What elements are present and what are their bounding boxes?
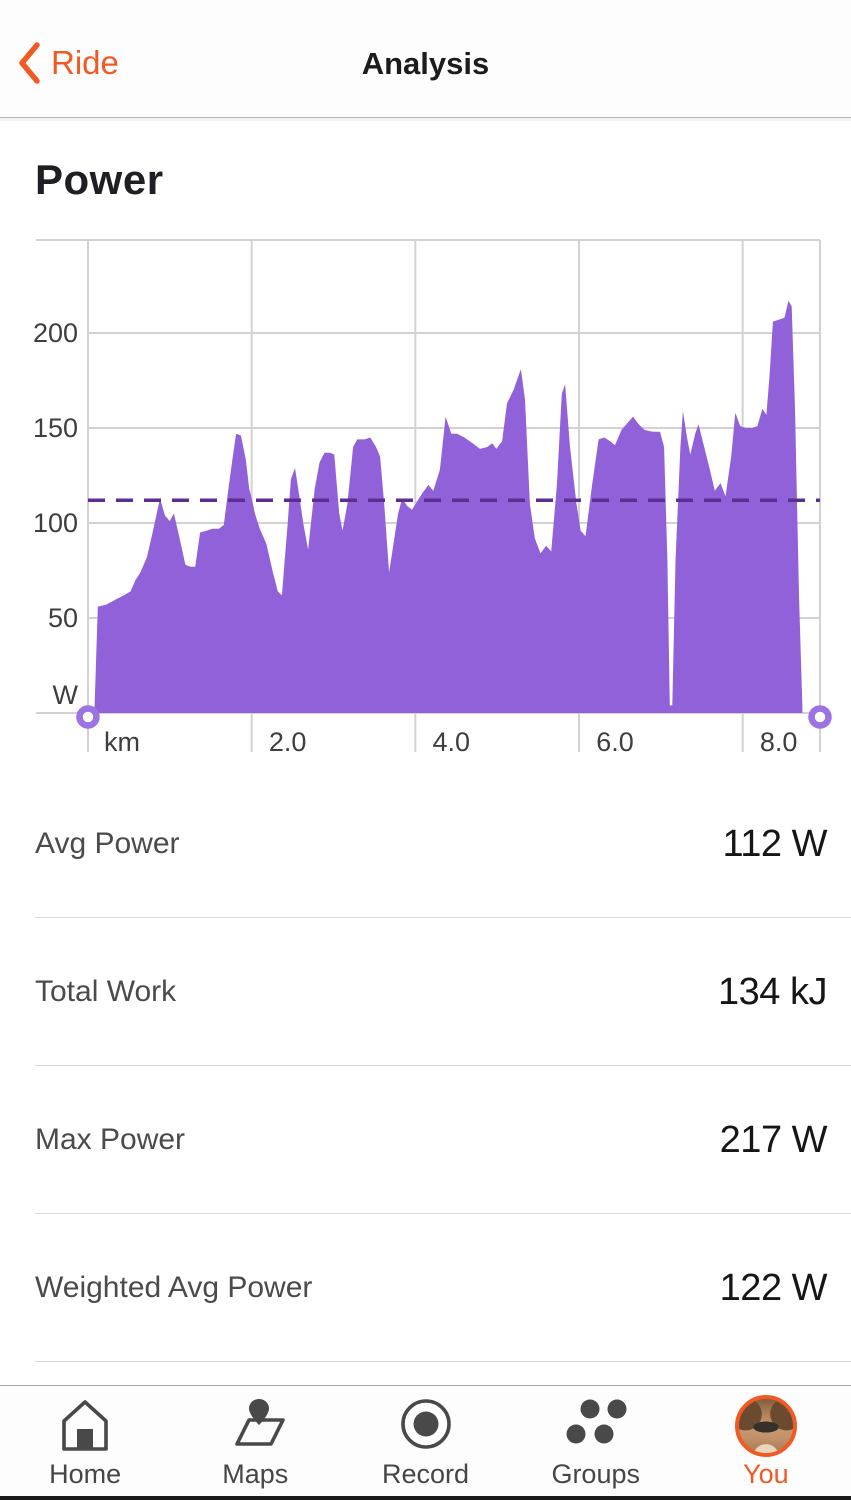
stats-list: Avg Power 112 W Total Work 134 kJ Max Po… <box>0 770 851 1362</box>
svg-text:200: 200 <box>33 318 78 348</box>
svg-text:8.0: 8.0 <box>760 727 798 757</box>
screen-bottom-edge <box>0 1496 851 1500</box>
range-handle-right[interactable] <box>808 705 832 729</box>
header-divider <box>0 118 851 121</box>
svg-text:150: 150 <box>33 413 78 443</box>
tab-label: Maps <box>222 1459 289 1489</box>
tab-maps[interactable]: Maps <box>170 1386 340 1496</box>
tab-label: You <box>743 1459 789 1489</box>
svg-text:6.0: 6.0 <box>596 727 634 757</box>
stat-value: 217 W <box>719 1118 828 1161</box>
back-button[interactable]: Ride <box>18 42 119 84</box>
tab-bar: Home Maps Record Groups <box>0 1385 851 1496</box>
chevron-left-icon <box>19 42 40 84</box>
stat-row-weighted-avg-power: Weighted Avg Power 122 W <box>0 1214 851 1362</box>
back-label: Ride <box>51 44 119 81</box>
spacer <box>0 1362 851 1385</box>
stat-row-max-power: Max Power 217 W <box>0 1066 851 1214</box>
tab-you[interactable]: You <box>681 1386 851 1496</box>
tab-groups[interactable]: Groups <box>511 1386 681 1496</box>
tab-home[interactable]: Home <box>0 1386 170 1496</box>
power-chart[interactable]: 50 100 150 200 Wkm 2.0 4.0 6.0 8.0 <box>0 230 851 770</box>
section-title: Power <box>35 156 164 203</box>
maps-icon <box>223 1394 287 1458</box>
stat-value: 134 kJ <box>718 970 827 1013</box>
nav-header: Ride Analysis <box>0 0 851 121</box>
svg-text:2.0: 2.0 <box>269 727 307 757</box>
tab-label: Groups <box>551 1459 640 1489</box>
tab-label: Home <box>49 1459 122 1489</box>
range-handle-left[interactable] <box>76 705 100 729</box>
record-icon <box>394 1394 458 1458</box>
avatar <box>734 1395 797 1457</box>
svg-text:W: W <box>53 680 79 710</box>
groups-icon <box>564 1394 628 1458</box>
tab-record[interactable]: Record <box>340 1386 510 1496</box>
stat-label: Weighted Avg Power <box>35 1271 313 1304</box>
svg-text:km: km <box>104 727 140 757</box>
stat-row-total-work: Total Work 134 kJ <box>0 918 851 1066</box>
power-area-series <box>94 300 803 713</box>
stat-value: 122 W <box>719 1266 828 1309</box>
stat-label: Avg Power <box>35 827 180 860</box>
svg-text:100: 100 <box>33 508 78 538</box>
stat-label: Total Work <box>35 975 177 1008</box>
tab-label: Record <box>381 1459 470 1489</box>
stat-value: 112 W <box>722 822 827 865</box>
stat-row-avg-power: Avg Power 112 W <box>0 770 851 918</box>
home-icon <box>53 1394 117 1458</box>
svg-text:50: 50 <box>48 603 78 633</box>
page-title: Analysis <box>361 46 490 81</box>
stat-label: Max Power <box>35 1123 186 1156</box>
svg-text:4.0: 4.0 <box>433 727 471 757</box>
